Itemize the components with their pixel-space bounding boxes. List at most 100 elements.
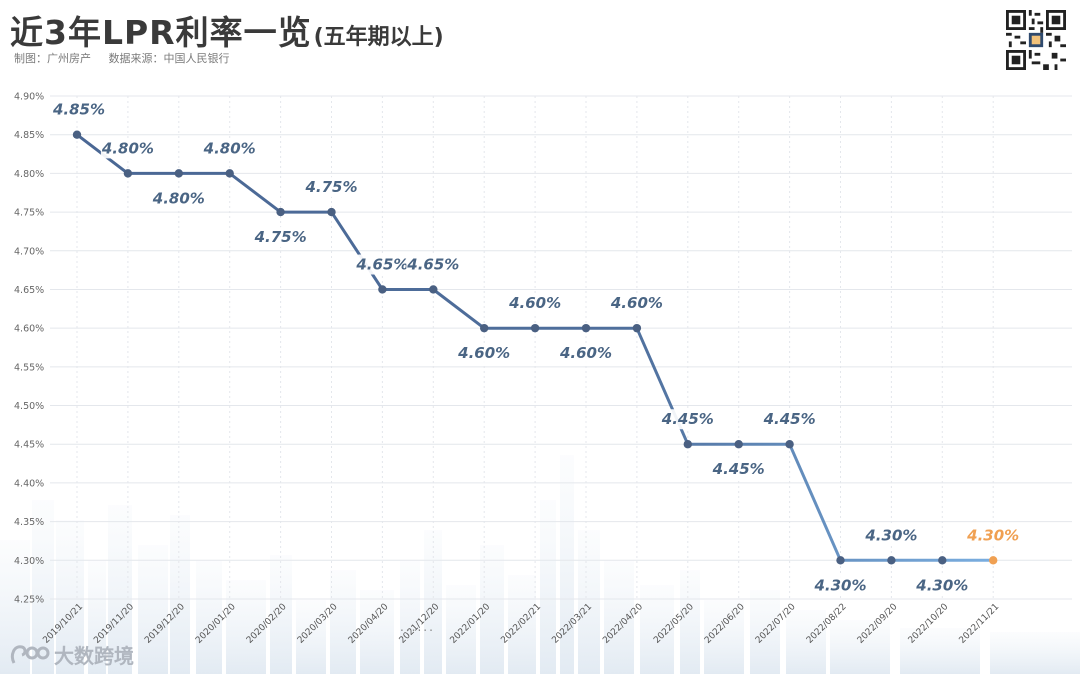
data-point: [581, 323, 591, 333]
y-tick-label: 4.65%: [14, 285, 44, 296]
skyline-building: [226, 580, 266, 674]
data-label-group: 4.30%: [813, 575, 868, 596]
skyline-building: [508, 575, 536, 674]
data-label: 4.85%: [52, 101, 105, 119]
skyline-building: [900, 628, 980, 674]
data-label-group: 4.80%: [202, 138, 257, 159]
y-tick-label: 4.35%: [14, 517, 44, 528]
skyline-building: [330, 570, 356, 674]
data-label: 4.30%: [813, 576, 866, 594]
data-label-bg: [966, 525, 1021, 546]
y-tick-label: 4.30%: [14, 556, 44, 567]
data-label-bg: [711, 459, 766, 480]
data-label: 4.60%: [508, 294, 561, 312]
data-point: [174, 169, 183, 178]
data-point: [938, 556, 947, 565]
data-point: [530, 323, 540, 333]
data-label-group: 4.30%: [864, 525, 919, 546]
data-label: 4.80%: [203, 139, 256, 157]
data-label-bg: [915, 575, 970, 596]
skyline-building: [360, 590, 394, 674]
data-label: 4.30%: [915, 576, 968, 594]
data-label-bg: [559, 343, 613, 364]
data-label-bg: [304, 177, 359, 198]
data-label-group: 4.80%: [100, 138, 155, 159]
data-label: 4.80%: [101, 139, 154, 157]
watermark-brand: 大数跨境: [8, 640, 134, 669]
y-axis: 4.25% 4.30% 4.35% 4.40% 4.45% 4.50% 4.55% 4.60%…: [14, 92, 44, 606]
data-label-bg: [100, 138, 155, 159]
data-point: [836, 556, 845, 565]
data-label-bg: [52, 99, 106, 120]
data-label-bg: [609, 293, 664, 314]
data-label-group: 4.85%: [52, 99, 106, 120]
skyline-building: [830, 620, 890, 674]
skyline-building: [88, 560, 106, 674]
data-label: 4.45%: [712, 460, 765, 478]
skyline-building: [170, 515, 190, 674]
skyline-building: [578, 530, 600, 674]
data-label: 4.75%: [304, 178, 357, 196]
y-tick-label: 4.40%: [14, 478, 44, 489]
data-label-group: 4.75%: [304, 177, 359, 198]
data-label: 4.30%: [966, 526, 1019, 544]
data-point: [632, 323, 642, 333]
data-label-bg: [151, 188, 206, 209]
qr-code-icon: [1006, 10, 1066, 70]
y-tick-label: 4.70%: [14, 246, 44, 257]
data-label-bg: [202, 138, 257, 159]
city-skyline-background: [0, 455, 1080, 674]
data-label-group: 4.65%: [406, 254, 461, 275]
chart-meta: 制图：广州房产 数据来源：中国人民银行: [14, 50, 244, 66]
data-label-group: 4.80%: [151, 188, 206, 209]
y-tick-label: 4.55%: [14, 362, 44, 373]
data-label: 4.60%: [457, 344, 510, 362]
skyline-building: [640, 585, 674, 674]
y-tick-label: 4.75%: [14, 208, 44, 219]
data-label-group: 4.30%: [915, 575, 970, 596]
skyline-building: [296, 600, 326, 674]
skyline-building: [540, 500, 556, 674]
skyline-building: [446, 585, 476, 674]
chart-title-row: 近3年LPR利率一览 (五年期以上): [10, 6, 444, 54]
data-point: [123, 169, 133, 178]
brand-text: 大数跨境: [54, 644, 134, 668]
data-point: [887, 556, 896, 565]
data-label: 4.80%: [152, 189, 205, 207]
data-label-group: 4.45%: [762, 409, 817, 430]
data-label-bg: [762, 409, 817, 430]
data-point: [480, 323, 489, 333]
data-label: 4.60%: [559, 344, 612, 362]
skyline-building: [424, 530, 442, 674]
y-tick-label: 4.25%: [14, 595, 44, 606]
data-label-group: 4.60%: [609, 293, 664, 314]
y-tick-label: 4.50%: [14, 401, 44, 412]
data-labels: 4.85% 4.80% 4.80% 4.80% 4.75% 4.75% 4.65%4.65%…: [52, 99, 1021, 596]
data-label-bg: [864, 525, 919, 546]
data-label: 4.45%: [763, 410, 816, 428]
data-point: [734, 440, 743, 449]
skyline-building: [704, 600, 744, 674]
skyline-building: [138, 545, 168, 674]
data-point: [989, 556, 998, 565]
axis-break-ellipsis: ......: [400, 620, 435, 634]
data-label: 4.75%: [254, 228, 307, 246]
data-label-group: 4.60%: [457, 343, 512, 364]
skyline-building: [400, 560, 420, 674]
data-label-bg: [355, 254, 410, 275]
chart-title: 近3年LPR利率一览: [10, 13, 312, 52]
data-point: [683, 440, 692, 449]
skyline-building: [560, 455, 574, 674]
data-label-bg: [457, 343, 512, 364]
data-point: [429, 285, 438, 294]
data-point: [327, 207, 336, 217]
data-point: [72, 130, 82, 139]
skyline-building: [196, 560, 222, 674]
data-source: 数据来源：中国人民银行: [108, 52, 230, 65]
y-tick-label: 4.80%: [14, 169, 44, 180]
y-tick-label: 4.85%: [14, 130, 44, 141]
data-label-group: 4.45%: [711, 459, 766, 480]
data-label-group: 4.60%: [508, 293, 563, 314]
skyline-building: [32, 500, 54, 674]
